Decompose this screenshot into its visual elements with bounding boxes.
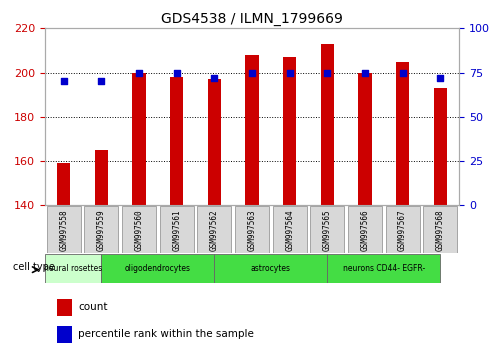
FancyBboxPatch shape (386, 206, 420, 253)
Point (285, 70, 293, 75)
Text: GSM997560: GSM997560 (135, 209, 144, 251)
Bar (246, 55, 258, 205)
Point (399, 70, 407, 75)
FancyBboxPatch shape (160, 206, 194, 253)
FancyBboxPatch shape (327, 254, 440, 282)
FancyBboxPatch shape (215, 254, 327, 282)
Text: GSM997559: GSM997559 (97, 209, 106, 251)
Bar (283, 57, 296, 205)
Text: GSM997562: GSM997562 (210, 209, 219, 251)
FancyBboxPatch shape (235, 206, 269, 253)
Text: GSM997561: GSM997561 (172, 209, 181, 251)
Bar (57, 299, 72, 315)
Point (323, 70, 331, 75)
FancyBboxPatch shape (348, 206, 382, 253)
Text: astrocytes: astrocytes (251, 264, 291, 273)
Point (135, 70, 143, 75)
Bar (57, 163, 70, 205)
FancyBboxPatch shape (423, 206, 457, 253)
Bar (132, 73, 146, 205)
FancyBboxPatch shape (122, 206, 156, 253)
Point (361, 70, 369, 75)
Text: GSM997564: GSM997564 (285, 209, 294, 251)
Text: neurons CD44- EGFR-: neurons CD44- EGFR- (343, 264, 425, 273)
Point (211, 75, 219, 81)
Bar (95, 150, 108, 205)
Bar (321, 44, 334, 205)
Point (248, 70, 256, 75)
FancyBboxPatch shape (198, 206, 231, 253)
FancyBboxPatch shape (84, 206, 118, 253)
FancyBboxPatch shape (45, 254, 101, 282)
Bar (396, 62, 409, 205)
Text: GSM997566: GSM997566 (360, 209, 369, 251)
Text: count: count (78, 302, 108, 312)
Text: GSM997563: GSM997563 (248, 209, 256, 251)
Text: neural rosettes: neural rosettes (44, 264, 102, 273)
FancyBboxPatch shape (101, 254, 215, 282)
Bar (434, 88, 447, 205)
Point (60, 79, 68, 84)
FancyBboxPatch shape (310, 206, 344, 253)
FancyBboxPatch shape (272, 206, 306, 253)
Point (173, 70, 181, 75)
FancyBboxPatch shape (47, 206, 81, 253)
Title: GDS4538 / ILMN_1799669: GDS4538 / ILMN_1799669 (161, 12, 343, 26)
Bar (57, 326, 72, 343)
Text: GSM997568: GSM997568 (436, 209, 445, 251)
Text: cell type: cell type (13, 262, 55, 272)
Point (97, 79, 105, 84)
Text: percentile rank within the sample: percentile rank within the sample (78, 329, 254, 339)
Text: GSM997565: GSM997565 (323, 209, 332, 251)
Bar (208, 79, 221, 205)
Bar (170, 77, 183, 205)
Text: GSM997558: GSM997558 (59, 209, 68, 251)
Text: oligodendrocytes: oligodendrocytes (125, 264, 191, 273)
Bar (358, 73, 372, 205)
Point (436, 75, 444, 81)
Text: GSM997567: GSM997567 (398, 209, 407, 251)
